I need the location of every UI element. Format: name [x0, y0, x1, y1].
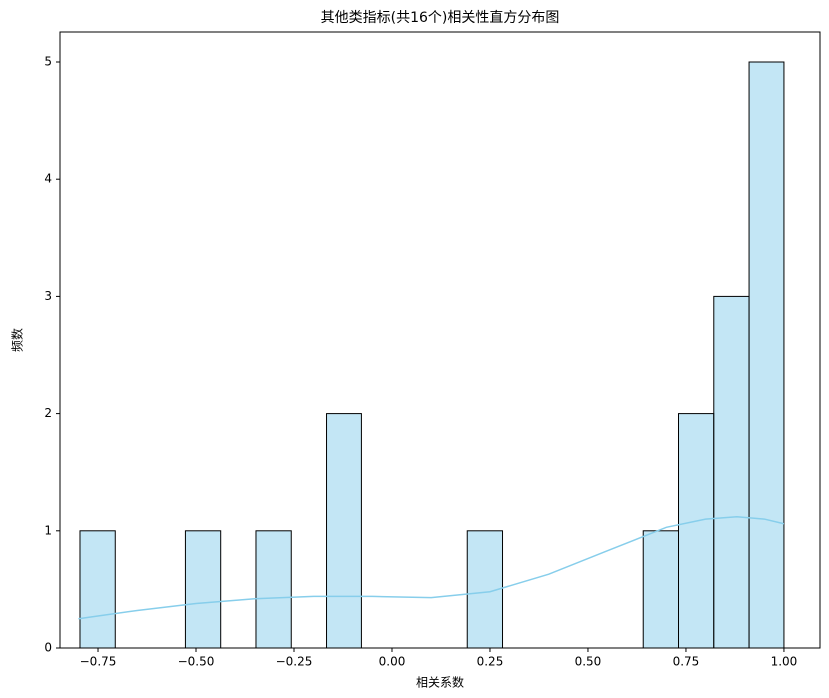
bar	[748, 61, 785, 649]
y-tick-label: 4	[44, 172, 52, 186]
plot-frame	[59, 31, 821, 649]
x-tick-label: −0.25	[276, 655, 313, 669]
x-tick-label: −0.75	[80, 655, 117, 669]
kde-line	[78, 515, 785, 620]
y-tick-label: 5	[44, 55, 52, 69]
bar	[184, 530, 222, 649]
bar	[678, 413, 715, 649]
bar	[255, 530, 292, 649]
x-tick-label: 0.75	[673, 655, 700, 669]
chart-title: 其他类指标(共16个)相关性直方分布图	[321, 9, 560, 26]
bar	[326, 413, 362, 649]
x-tick-label: 1.00	[771, 655, 798, 669]
bar	[713, 295, 750, 649]
x-tick-label: 0.25	[477, 655, 504, 669]
x-tick-label: 0.50	[575, 655, 602, 669]
x-tick-label: −0.50	[178, 655, 215, 669]
x-axis-label: 相关系数	[416, 675, 464, 690]
y-axis-label: 频数	[10, 328, 25, 352]
bar	[79, 530, 116, 649]
bar	[642, 530, 680, 649]
y-tick-label: 0	[44, 641, 52, 655]
y-tick-label: 3	[44, 289, 52, 303]
y-tick-label: 1	[44, 523, 52, 537]
x-tick-label: 0.00	[379, 655, 406, 669]
y-tick-label: 2	[44, 406, 52, 420]
